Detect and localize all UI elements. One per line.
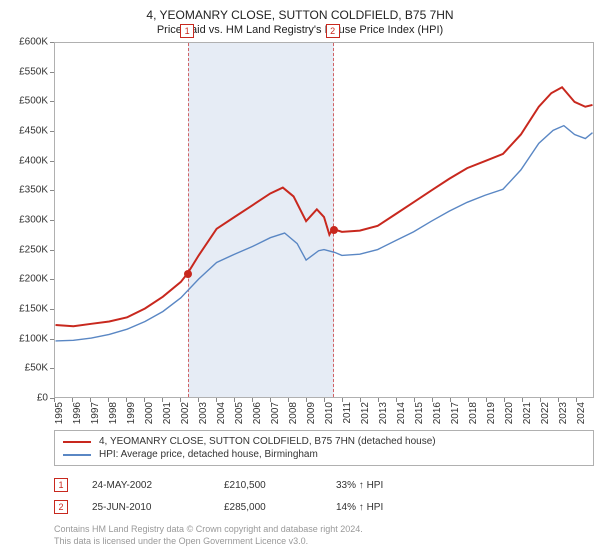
event-marker-box: 2	[54, 500, 68, 514]
series-price_paid	[56, 87, 593, 326]
x-tick-label: 2008	[288, 402, 299, 424]
x-tick-label: 2002	[180, 402, 191, 424]
x-tick-label: 2023	[558, 402, 569, 424]
x-tick-label: 1997	[90, 402, 101, 424]
event-delta: 33% ↑ HPI	[336, 480, 426, 491]
footer-attribution: Contains HM Land Registry data © Crown c…	[54, 524, 590, 547]
x-tick-label: 1999	[126, 402, 137, 424]
x-tick-label: 2000	[144, 402, 155, 424]
x-tick-label: 1998	[108, 402, 119, 424]
event-price: £285,000	[224, 502, 312, 513]
x-tick-label: 2018	[468, 402, 479, 424]
y-tick-label: £350K	[19, 185, 48, 196]
chart-subtitle: Price paid vs. HM Land Registry's House …	[10, 24, 590, 36]
y-tick-label: £450K	[19, 126, 48, 137]
x-tick-label: 2005	[234, 402, 245, 424]
x-tick-label: 2014	[396, 402, 407, 424]
x-tick-label: 2004	[216, 402, 227, 424]
footer-line-2: This data is licensed under the Open Gov…	[54, 536, 590, 548]
y-tick-label: £400K	[19, 155, 48, 166]
x-tick-label: 2021	[522, 402, 533, 424]
y-tick-label: £300K	[19, 215, 48, 226]
legend: 4, YEOMANRY CLOSE, SUTTON COLDFIELD, B75…	[54, 430, 594, 466]
x-tick-label: 2022	[540, 402, 551, 424]
legend-swatch	[63, 454, 91, 456]
legend-item: HPI: Average price, detached house, Birm…	[63, 448, 585, 461]
x-tick-label: 2009	[306, 402, 317, 424]
y-tick-label: £0	[37, 393, 48, 404]
sale-marker-label: 1	[180, 24, 194, 38]
y-tick-label: £600K	[19, 37, 48, 48]
sale-dot	[330, 226, 338, 234]
x-tick-label: 2010	[324, 402, 335, 424]
footer-line-1: Contains HM Land Registry data © Crown c…	[54, 524, 590, 536]
x-tick-label: 2019	[486, 402, 497, 424]
event-row: 1 24-MAY-2002 £210,500 33% ↑ HPI	[54, 474, 590, 496]
x-tick-label: 2015	[414, 402, 425, 424]
x-tick-label: 2013	[378, 402, 389, 424]
sale-dot	[184, 270, 192, 278]
x-tick-label: 2003	[198, 402, 209, 424]
sale-events: 1 24-MAY-2002 £210,500 33% ↑ HPI 2 25-JUN-201…	[54, 474, 590, 518]
y-tick-label: £150K	[19, 304, 48, 315]
x-tick-label: 2017	[450, 402, 461, 424]
x-tick-label: 2011	[342, 402, 353, 424]
event-date: 25-JUN-2010	[92, 502, 200, 513]
chart-title: 4, YEOMANRY CLOSE, SUTTON COLDFIELD, B75…	[10, 8, 590, 22]
x-tick-label: 1996	[72, 402, 83, 424]
line-layer	[55, 43, 593, 397]
y-tick-label: £550K	[19, 66, 48, 77]
legend-label: 4, YEOMANRY CLOSE, SUTTON COLDFIELD, B75…	[99, 436, 436, 447]
y-tick-label: £100K	[19, 333, 48, 344]
y-tick-label: £50K	[25, 363, 48, 374]
event-delta: 14% ↑ HPI	[336, 502, 426, 513]
x-tick-label: 2020	[504, 402, 515, 424]
x-tick-label: 2016	[432, 402, 443, 424]
y-tick-label: £500K	[19, 96, 48, 107]
sale-marker-label: 2	[326, 24, 340, 38]
event-price: £210,500	[224, 480, 312, 491]
x-tick-label: 2001	[162, 402, 173, 424]
x-tick-label: 2006	[252, 402, 263, 424]
series-hpi	[56, 126, 593, 341]
x-tick-label: 1995	[54, 402, 65, 424]
y-tick-label: £250K	[19, 244, 48, 255]
event-date: 24-MAY-2002	[92, 480, 200, 491]
legend-item: 4, YEOMANRY CLOSE, SUTTON COLDFIELD, B75…	[63, 435, 585, 448]
legend-swatch	[63, 441, 91, 443]
chart-container: 4, YEOMANRY CLOSE, SUTTON COLDFIELD, B75…	[0, 0, 600, 560]
event-marker-box: 1	[54, 478, 68, 492]
event-row: 2 25-JUN-2010 £285,000 14% ↑ HPI	[54, 496, 590, 518]
x-tick-label: 2007	[270, 402, 281, 424]
plot-area	[54, 42, 594, 398]
x-tick-label: 2024	[576, 402, 587, 424]
x-tick-label: 2012	[360, 402, 371, 424]
legend-label: HPI: Average price, detached house, Birm…	[99, 449, 318, 460]
y-tick-label: £200K	[19, 274, 48, 285]
